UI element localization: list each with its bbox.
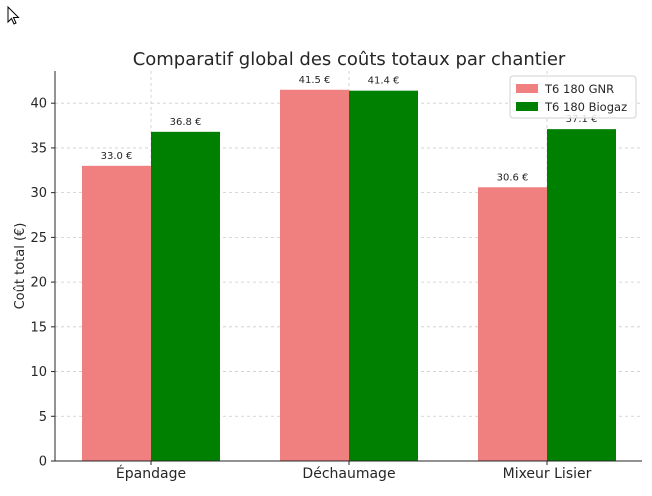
bar-gnr-0 — [82, 165, 151, 461]
y-tick-label: 20 — [30, 276, 47, 291]
legend-box — [509, 75, 637, 119]
axes: 0 5 10 15 20 25 30 35 40 Épandage Déchaumage Mixeur… — [30, 71, 642, 482]
y-tick-label: 25 — [30, 231, 47, 246]
bar-value-label: 30.6 € — [497, 172, 529, 183]
bar-biogaz-1 — [349, 90, 418, 462]
bar-gnr-2 — [478, 187, 547, 461]
y-tick-label: 40 — [30, 97, 47, 112]
y-tick-label: 35 — [30, 141, 47, 156]
x-tick-label: Mixeur Lisier — [503, 466, 592, 482]
bar-gnr-1 — [280, 89, 349, 462]
legend-swatch — [516, 84, 538, 93]
bars — [82, 89, 616, 462]
legend-swatch — [516, 102, 538, 111]
legend: T6 180 GNR T6 180 Biogaz — [509, 75, 637, 119]
bar-value-label: 36.8 € — [170, 117, 202, 128]
x-tick-label: Épandage — [116, 465, 186, 482]
bar-value-label: 41.5 € — [299, 75, 331, 86]
y-tick-label: 10 — [30, 365, 47, 380]
y-tick-label: 15 — [30, 320, 47, 335]
legend-label: T6 180 GNR — [544, 82, 614, 96]
bar-value-label: 41.4 € — [368, 76, 400, 87]
x-tick-label: Déchaumage — [302, 466, 395, 482]
y-tick-label: 5 — [39, 410, 47, 425]
bar-value-label: 33.0 € — [101, 151, 133, 162]
y-tick-label: 30 — [30, 186, 47, 201]
y-tick-label: 0 — [39, 455, 47, 470]
chart-title: Comparatif global des coûts totaux par c… — [133, 49, 566, 70]
bar-biogaz-0 — [151, 131, 220, 461]
data-labels: 33.0 € 41.5 € 30.6 € 36.8 € 41.4 € 37.1 € — [101, 75, 598, 184]
bar-value-label: 37.1 € — [566, 114, 598, 125]
mouse-pointer-icon — [7, 6, 20, 25]
legend-label: T6 180 Biogaz — [544, 100, 627, 114]
y-axis-label: Coût total (€) — [13, 223, 28, 310]
bar-biogaz-2 — [547, 129, 616, 461]
